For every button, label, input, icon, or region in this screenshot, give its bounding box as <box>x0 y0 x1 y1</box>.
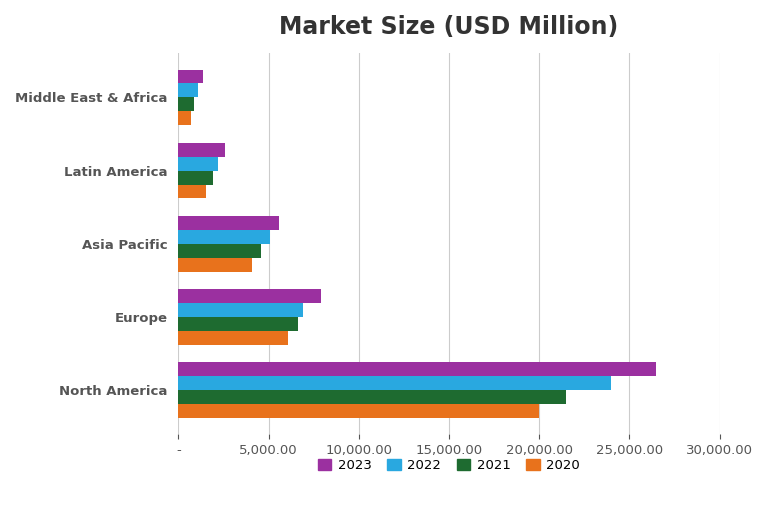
Bar <box>178 184 206 199</box>
Bar <box>178 244 261 258</box>
Bar <box>178 331 289 345</box>
Bar <box>178 70 203 83</box>
Bar <box>178 157 218 171</box>
Bar <box>178 111 191 125</box>
Bar <box>178 376 611 391</box>
Bar <box>178 143 225 157</box>
Bar <box>178 289 321 303</box>
Bar <box>178 404 539 418</box>
Bar <box>178 97 194 111</box>
Title: Market Size (USD Million): Market Size (USD Million) <box>280 15 618 39</box>
Bar <box>178 303 303 317</box>
Bar <box>178 216 280 230</box>
Legend: 2023, 2022, 2021, 2020: 2023, 2022, 2021, 2020 <box>313 454 585 477</box>
Bar <box>178 317 297 331</box>
Bar <box>178 83 198 97</box>
Bar <box>178 230 270 244</box>
Bar <box>178 171 213 184</box>
Bar <box>178 363 657 376</box>
Bar <box>178 391 566 404</box>
Bar <box>178 258 253 271</box>
